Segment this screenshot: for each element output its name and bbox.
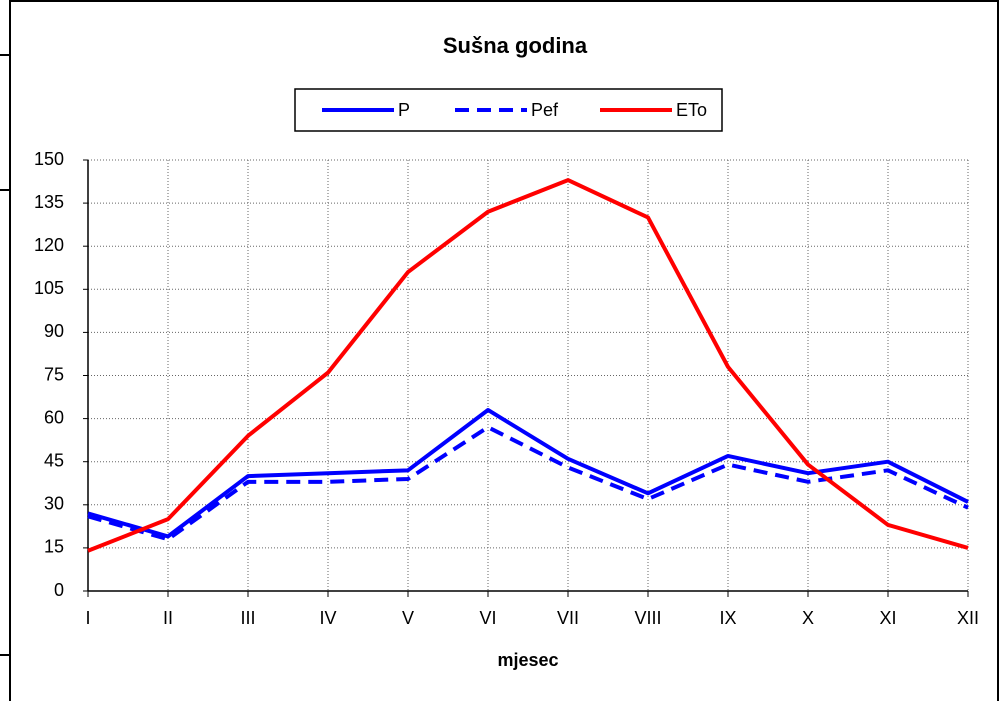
- x-tick-label: XII: [957, 608, 979, 628]
- y-tick-label: 15: [44, 537, 64, 557]
- y-tick-label: 135: [34, 192, 64, 212]
- y-tick-label: 60: [44, 407, 64, 427]
- y-tick-label: 0: [54, 580, 64, 600]
- x-tick-label: I: [85, 608, 90, 628]
- x-tick-label: III: [240, 608, 255, 628]
- y-tick-label: 105: [34, 278, 64, 298]
- y-tick-label: 75: [44, 364, 64, 384]
- series-line: [87, 178, 969, 553]
- y-tick-label: 120: [34, 235, 64, 255]
- x-tick-label: XI: [879, 608, 896, 628]
- x-tick-label: VIII: [634, 608, 661, 628]
- x-tick-label: V: [402, 608, 414, 628]
- series-line: [87, 407, 969, 539]
- x-tick-label: IX: [719, 608, 736, 628]
- y-tick-label: 90: [44, 321, 64, 341]
- series-line: [87, 425, 969, 542]
- x-tick-label: X: [802, 608, 814, 628]
- legend-label: Pef: [531, 100, 559, 120]
- legend-label: P: [398, 100, 410, 120]
- x-tick-label: VII: [557, 608, 579, 628]
- x-axis-label: mjesec: [497, 650, 558, 670]
- chart-title: Sušna godina: [443, 33, 588, 58]
- y-tick-label: 45: [44, 450, 64, 470]
- y-tick-label: 150: [34, 149, 64, 169]
- x-tick-label: VI: [479, 608, 496, 628]
- legend-label: ETo: [676, 100, 707, 120]
- x-tick-label: II: [163, 608, 173, 628]
- y-tick-label: 30: [44, 494, 64, 514]
- x-tick-label: IV: [319, 608, 336, 628]
